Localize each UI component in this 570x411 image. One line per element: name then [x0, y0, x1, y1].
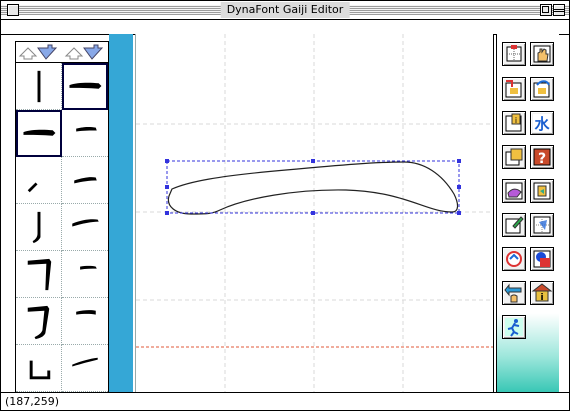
short-horizontal-stroke-icon — [80, 265, 97, 270]
window-title: DynaFont Gaiji Editor — [220, 2, 350, 18]
stroke-palette — [15, 41, 109, 393]
corner-stroke-icon — [29, 360, 51, 380]
stroke-cell[interactable] — [16, 157, 62, 204]
stroke-cell[interactable] — [16, 345, 62, 392]
svg-text:水: 水 — [534, 115, 550, 133]
bend-hook-stroke-icon — [27, 305, 50, 340]
copy-icon[interactable] — [502, 145, 526, 169]
selection-box — [166, 160, 460, 214]
canvas-drawing — [136, 34, 493, 392]
collapse-box[interactable] — [553, 4, 565, 16]
short-horizontal-stroke-icon — [76, 310, 96, 315]
info-icon[interactable]: i — [530, 281, 554, 305]
stroke-move-icon[interactable] — [502, 77, 526, 101]
close-box[interactable] — [7, 4, 19, 16]
stroke-cell-selected[interactable] — [16, 110, 62, 157]
svg-text:i: i — [515, 116, 517, 125]
stroke-cell[interactable] — [62, 204, 108, 251]
palette-arrows — [16, 42, 108, 63]
stroke-cell[interactable] — [16, 251, 62, 298]
stroke-cell[interactable] — [62, 298, 108, 345]
stroke-select-icon[interactable] — [530, 179, 554, 203]
vertical-stroke-icon — [37, 70, 41, 103]
short-rising-stroke-icon — [72, 219, 99, 227]
palette-scrollbar[interactable] — [109, 34, 133, 392]
svg-text:i: i — [540, 293, 543, 303]
svg-text:?: ? — [538, 151, 546, 167]
stroke-edit-icon[interactable] — [502, 179, 526, 203]
short-horizontal-stroke-icon — [76, 126, 97, 132]
rotate-icon[interactable] — [502, 247, 526, 271]
selection-handles[interactable] — [165, 159, 461, 215]
grid-edit-icon[interactable] — [530, 213, 554, 237]
stroke-info-icon[interactable]: i — [502, 111, 526, 135]
stroke-cell[interactable] — [62, 251, 108, 298]
horizontal-stroke-icon — [69, 82, 102, 89]
run-icon[interactable] — [502, 315, 526, 339]
stroke-rotate-icon[interactable] — [530, 77, 554, 101]
title-bar[interactable]: DynaFont Gaiji Editor — [1, 1, 569, 20]
ei-character-icon[interactable]: 水 — [530, 111, 554, 135]
up-down-arrow-icon[interactable] — [64, 44, 104, 60]
stroke-cell[interactable] — [62, 345, 108, 392]
color-icon[interactable] — [530, 247, 554, 271]
hook-stroke-icon — [32, 211, 41, 244]
tool-palette: i 水 ? i — [496, 34, 559, 392]
selected-stroke-outline[interactable] — [167, 161, 459, 215]
up-down-arrow-icon[interactable] — [18, 44, 58, 60]
rising-stroke-icon — [72, 357, 98, 367]
help-icon[interactable]: ? — [530, 145, 554, 169]
toolbar-strip — [1, 20, 569, 35]
zoom-box[interactable] — [540, 4, 552, 16]
stroke-cell[interactable] — [16, 63, 62, 110]
stroke-grid — [16, 63, 108, 392]
horizontal-stroke-icon — [23, 129, 56, 136]
bend-stroke-icon — [27, 258, 52, 291]
grid-tool-icon[interactable] — [502, 42, 526, 66]
stroke-cell[interactable] — [16, 298, 62, 345]
status-bar: (187,259) — [1, 392, 569, 410]
draw-icon[interactable] — [502, 213, 526, 237]
cursor-coordinates: (187,259) — [5, 395, 60, 408]
rising-stroke-icon — [27, 182, 38, 193]
stroke-cell[interactable] — [62, 110, 108, 157]
stroke-cell-selected[interactable] — [62, 63, 108, 110]
undo-hand-icon[interactable] — [502, 281, 526, 305]
glyph-canvas[interactable] — [135, 34, 494, 392]
stroke-cell[interactable] — [16, 204, 62, 251]
stroke-cell[interactable] — [62, 157, 108, 204]
short-horizontal-stroke-icon — [74, 177, 97, 184]
hand-tool-icon[interactable] — [530, 42, 554, 66]
